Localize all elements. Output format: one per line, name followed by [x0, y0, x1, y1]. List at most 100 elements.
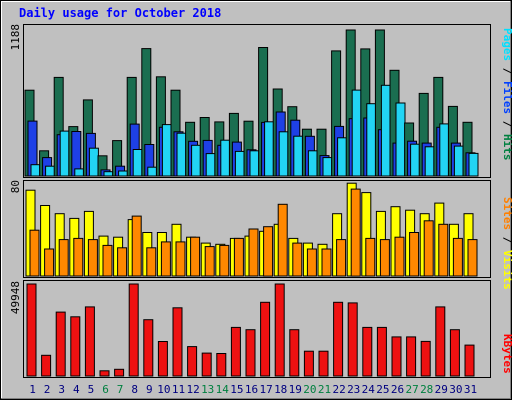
sites-bar-day-11	[175, 241, 186, 277]
kbytes-bar-day-7	[114, 368, 125, 377]
hits-panel-legend: Pages / Files / Hits	[501, 28, 512, 161]
pages-bar-day-19	[293, 135, 304, 177]
x-tick-label-day-19: 19	[289, 383, 302, 396]
sites-bar-day-22	[336, 239, 347, 277]
x-tick-label-day-25: 25	[376, 383, 389, 396]
kbytes-bar-day-18	[274, 283, 285, 377]
sites-bar-day-5	[87, 239, 98, 277]
sites-bar-day-14	[219, 244, 230, 277]
pages-bar-day-14	[220, 139, 231, 177]
kbytes-bar-day-26	[391, 336, 402, 377]
pages-bar-day-24	[366, 103, 377, 177]
x-axis-day-labels: 1 2 3 4 5 6 7 8 9 10 11 12 13 14 15 16 17 18 19 20 21 22 23 24 2…	[29, 383, 477, 396]
kbytes-bar-day-5	[84, 306, 95, 377]
sites-bar-day-27	[409, 232, 420, 277]
sites-bar-day-24	[365, 237, 376, 277]
legend-hits: Hits	[501, 134, 512, 161]
pages-bar-day-10	[161, 124, 172, 177]
kbytes-bar-day-28	[420, 340, 431, 377]
pages-bar-day-7	[118, 170, 129, 177]
kbytes-bar-day-24	[362, 326, 373, 377]
visits-sites-panel: 80 Sites / Visits	[9, 180, 512, 290]
pages-bar-day-17	[264, 121, 275, 177]
kbytes-panel-ymax-label: 49948	[9, 281, 22, 314]
x-tick-label-day-28: 28	[420, 383, 433, 396]
pages-bar-day-13	[205, 153, 216, 177]
pages-bar-day-15	[234, 150, 245, 177]
sites-bar-day-25	[379, 239, 390, 277]
kbytes-bar-day-11	[172, 307, 183, 377]
pages-bar-day-11	[176, 132, 187, 177]
x-tick-label-day-5: 5	[88, 383, 95, 396]
pages-bar-day-2	[45, 165, 56, 177]
kbytes-bar-day-12	[187, 346, 198, 377]
pages-bar-day-8	[132, 149, 143, 177]
kbytes-panel: 49948 KBytes	[9, 280, 512, 378]
x-tick-label-day-8: 8	[131, 383, 138, 396]
sites-bar-day-30	[452, 237, 463, 277]
x-tick-label-day-14: 14	[216, 383, 230, 396]
pages-bar-day-21	[322, 157, 333, 177]
x-tick-label-day-17: 17	[259, 383, 272, 396]
pages-bar-day-26	[395, 102, 406, 177]
legend-kbytes: KBytes	[501, 334, 512, 374]
pages-bar-day-18	[278, 131, 289, 177]
sites-bar-day-12	[190, 236, 201, 277]
sites-bar-day-3	[58, 239, 69, 277]
legend-pages: Pages	[501, 28, 512, 61]
sites-bar-day-20	[306, 248, 317, 277]
x-tick-label-day-27: 27	[405, 383, 418, 396]
x-tick-label-day-29: 29	[435, 383, 448, 396]
pages-bar-day-25	[380, 84, 391, 177]
x-tick-label-day-18: 18	[274, 383, 287, 396]
kbytes-bar-day-17	[260, 301, 271, 377]
legend-files: Files	[501, 81, 512, 114]
pages-bar-day-30	[453, 145, 464, 177]
sites-bar-day-2	[44, 248, 55, 277]
x-tick-label-day-24: 24	[362, 383, 376, 396]
kbytes-bar-day-30	[449, 329, 460, 377]
sites-bar-day-6	[102, 244, 113, 277]
sites-bar-day-29	[438, 223, 449, 277]
x-tick-label-day-7: 7	[117, 383, 124, 396]
x-tick-label-day-10: 10	[157, 383, 170, 396]
pages-bar-day-5	[88, 147, 99, 177]
kbytes-bar-day-3	[55, 311, 66, 377]
kbytes-bar-day-25	[376, 326, 387, 377]
visits-panel-bars	[25, 182, 478, 277]
legend-sep-3: /	[501, 230, 512, 250]
legend-sites: Sites	[501, 197, 512, 230]
kbytes-bar-day-20	[303, 350, 314, 377]
pages-bar-day-23	[351, 89, 362, 177]
x-tick-label-day-21: 21	[318, 383, 331, 396]
x-tick-label-day-12: 12	[186, 383, 199, 396]
kbytes-bar-day-6	[99, 370, 110, 377]
kbytes-bar-day-4	[70, 316, 81, 377]
sites-bar-day-1	[29, 229, 40, 277]
kbytes-bar-day-15	[230, 326, 241, 377]
sites-bar-day-26	[394, 236, 405, 277]
hits-panel-ymax-label: 1188	[9, 24, 22, 51]
pages-bar-day-28	[424, 146, 435, 177]
kbytes-bar-day-13	[201, 352, 212, 377]
pages-bar-day-31	[468, 152, 479, 177]
pages-bar-day-27	[410, 143, 421, 177]
x-tick-label-day-13: 13	[201, 383, 214, 396]
pages-bar-day-20	[307, 150, 318, 177]
sites-bar-day-19	[292, 242, 303, 277]
kbytes-bar-day-23	[347, 302, 358, 377]
x-tick-label-day-11: 11	[172, 383, 185, 396]
pages-bar-day-29	[439, 123, 450, 177]
pages-bar-day-4	[74, 168, 85, 177]
sites-bar-day-4	[73, 237, 84, 277]
x-tick-label-day-9: 9	[146, 383, 153, 396]
x-tick-label-day-16: 16	[245, 383, 258, 396]
sites-bar-day-8	[131, 215, 142, 277]
kbytes-bar-day-14	[216, 353, 227, 377]
hits-panel-bars	[24, 29, 479, 177]
x-tick-label-day-1: 1	[29, 383, 36, 396]
sites-bar-day-10	[160, 241, 171, 277]
sites-bar-day-18	[277, 203, 288, 277]
kbytes-bar-day-21	[318, 350, 329, 377]
